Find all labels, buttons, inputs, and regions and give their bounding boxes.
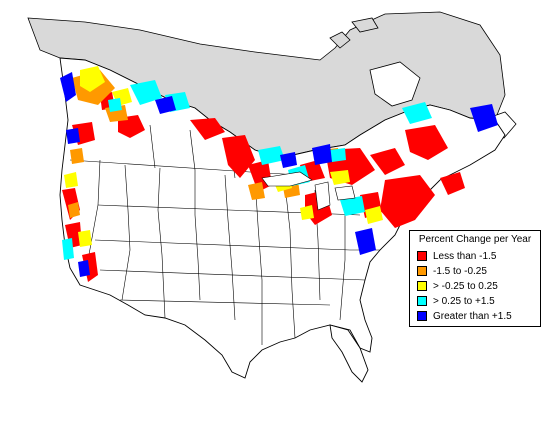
legend-title: Percent Change per Year: [418, 234, 532, 245]
legend-label: Less than -1.5: [433, 250, 497, 262]
state-boundaries: [69, 124, 380, 345]
map-legend: Percent Change per Year Less than -1.5 -…: [409, 230, 541, 327]
legend-swatch-blue: [417, 311, 427, 321]
legend-item-less-than-neg-1-5: Less than -1.5: [417, 250, 496, 262]
legend-swatch-orange: [417, 266, 427, 276]
legend-label: -1.5 to -0.25: [433, 265, 487, 277]
great-lakes: [261, 171, 356, 211]
legend-item-0-25-to-1-5: > 0.25 to +1.5: [417, 295, 495, 307]
hudson-bay: [369, 61, 421, 107]
data-cells-blue: [60, 72, 498, 277]
legend-label: > -0.25 to 0.25: [433, 280, 498, 292]
legend-item-greater-than-1-5: Greater than +1.5: [417, 310, 512, 322]
legend-label: Greater than +1.5: [433, 310, 512, 322]
arctic-island: [329, 31, 351, 49]
legend-label: > 0.25 to +1.5: [433, 295, 495, 307]
data-cells-cyan: [62, 80, 432, 260]
legend-swatch-yellow: [417, 281, 427, 291]
legend-swatch-red: [417, 251, 427, 261]
florida: [329, 324, 369, 383]
legend-item-neg-1-5-to-neg-0-25: -1.5 to -0.25: [417, 265, 487, 277]
legend-swatch-cyan: [417, 296, 427, 306]
legend-item-neg-0-25-to-0-25: > -0.25 to 0.25: [417, 280, 498, 292]
arctic-island: [351, 17, 379, 33]
